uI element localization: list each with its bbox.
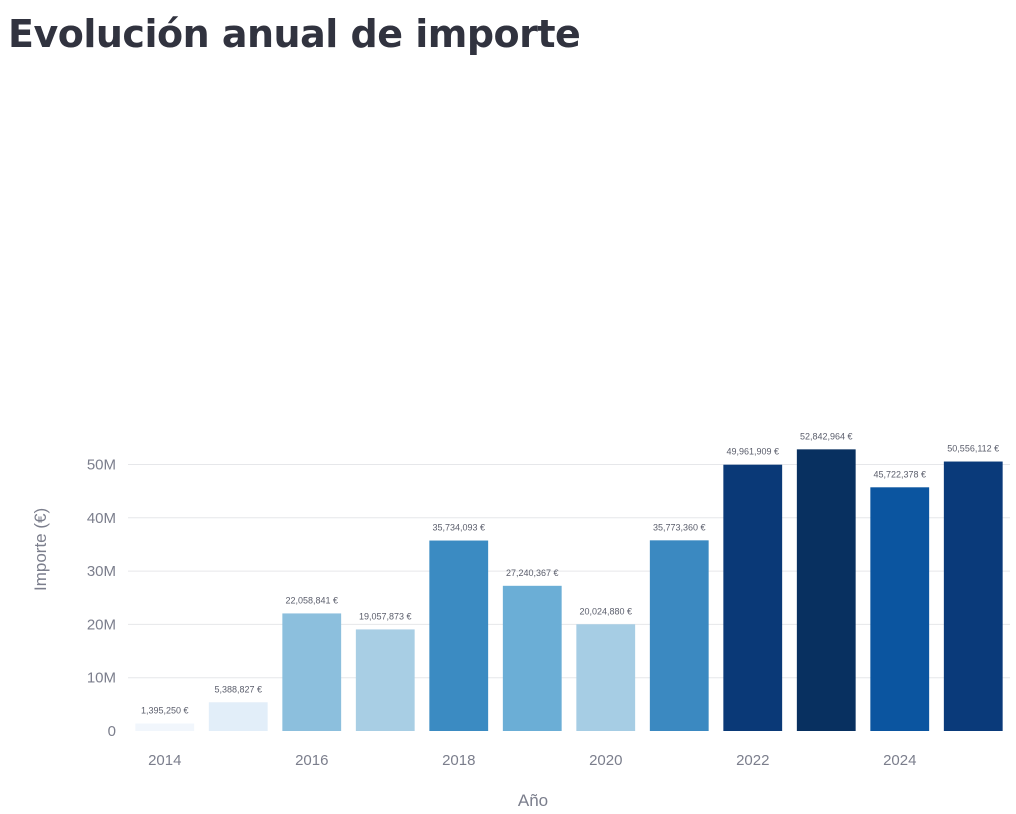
bar[interactable] [429, 540, 489, 731]
data-labels: 1,395,250 € 5,388,827 € 22,058,841 € 19,057… [141, 431, 999, 715]
bar[interactable] [723, 464, 783, 731]
bar[interactable] [502, 585, 562, 731]
data-label: 20,024,880 € [579, 606, 632, 616]
y-tick-label: 10M [87, 670, 116, 687]
bar[interactable] [649, 540, 709, 731]
y-tick-label: 30M [87, 563, 116, 580]
page-title: Evolución anual de importe [8, 12, 581, 56]
data-label: 49,961,909 € [726, 447, 779, 457]
data-label: 27,240,367 € [506, 568, 559, 578]
x-tick-label: 2024 [883, 752, 916, 769]
bar[interactable] [282, 613, 342, 731]
data-label: 35,734,093 € [432, 523, 485, 533]
bars [135, 449, 1003, 731]
y-axis-title: Importe (€) [31, 508, 50, 591]
y-tick-label: 50M [87, 457, 116, 474]
bar[interactable] [355, 629, 415, 731]
x-tick-label: 2022 [736, 752, 769, 769]
bar[interactable] [943, 461, 1003, 731]
data-label: 50,556,112 € [947, 444, 999, 454]
x-tick-label: 2014 [148, 752, 181, 769]
data-label: 19,057,873 € [359, 611, 412, 621]
bar[interactable] [796, 449, 856, 731]
bar[interactable] [135, 723, 195, 731]
bar[interactable] [208, 702, 268, 731]
bar[interactable] [870, 487, 930, 731]
y-tick-label: 0 [108, 723, 116, 740]
y-axis-ticks: 0 10M 20M 30M 40M 50M [87, 457, 116, 741]
data-label: 5,388,827 € [214, 684, 262, 694]
x-tick-label: 2018 [442, 752, 475, 769]
y-tick-label: 20M [87, 616, 116, 633]
x-axis-ticks: 2014 2016 2018 2020 2022 2024 [148, 752, 916, 769]
gridlines [128, 464, 1010, 679]
x-tick-label: 2016 [295, 752, 328, 769]
data-label: 35,773,360 € [653, 522, 706, 532]
x-axis-title: Año [518, 791, 548, 810]
bar[interactable] [576, 624, 636, 731]
data-label: 45,722,378 € [873, 469, 926, 479]
x-tick-label: 2020 [589, 752, 622, 769]
data-label: 22,058,841 € [285, 595, 338, 605]
data-label: 1,395,250 € [141, 706, 189, 716]
y-tick-label: 40M [87, 510, 116, 527]
data-label: 52,842,964 € [800, 431, 853, 441]
